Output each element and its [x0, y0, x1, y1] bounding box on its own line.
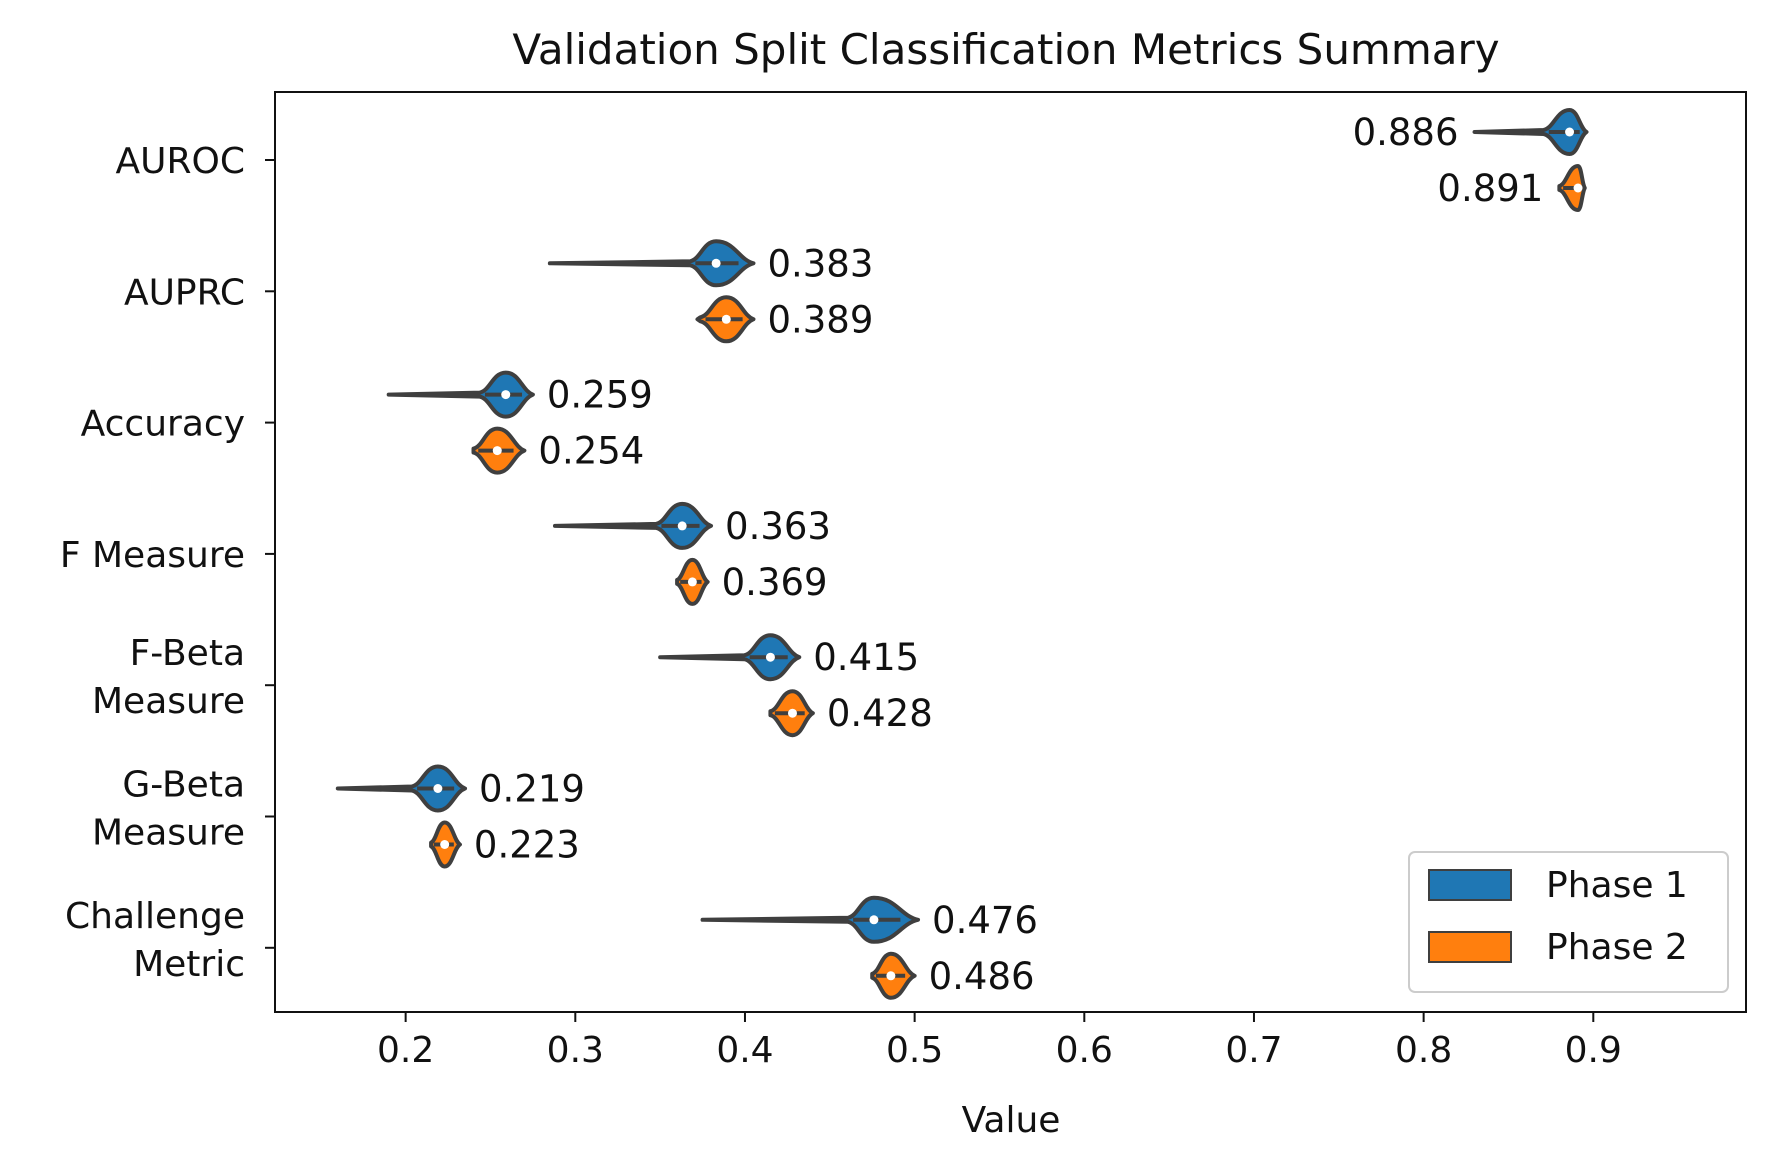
median-marker [787, 708, 797, 718]
x-tick-label: 0.8 [1395, 1030, 1452, 1071]
legend-swatch [1428, 869, 1512, 901]
violin-1 [547, 239, 756, 288]
median-marker [433, 784, 443, 793]
y-tick-label: AUPRC [124, 272, 245, 313]
median-marker [1565, 127, 1575, 137]
value-label: 0.363 [725, 505, 831, 548]
value-label: 0.219 [479, 768, 585, 811]
x-tick-label: 0.4 [716, 1030, 773, 1071]
value-label: 0.383 [767, 242, 873, 285]
median-marker [869, 915, 879, 925]
plot-frame [274, 91, 1747, 1013]
value-label: 0.476 [932, 899, 1038, 942]
y-tick-label: Accuracy [81, 404, 245, 445]
y-tick-label: F Measure [60, 535, 245, 576]
value-label: 0.486 [929, 955, 1035, 998]
value-label: 0.891 [1437, 167, 1543, 210]
chart-title: Validation Split Classification Metrics … [512, 25, 1499, 74]
y-axis: AUROC AUPRC Accuracy F Measure F-Beta Measure… [60, 141, 275, 985]
legend-label: Phase 1 [1546, 865, 1688, 906]
plot-area: 0.886 0.383 0.259 0.363 0.415 0.219 0.476 0.891… [335, 108, 1589, 1000]
violin-1 [386, 370, 535, 419]
value-label: 0.886 [1353, 111, 1459, 154]
x-tick-label: 0.2 [377, 1030, 434, 1071]
legend-label: Phase 2 [1546, 927, 1688, 968]
y-tick-label: AUROC [116, 141, 245, 182]
median-marker [492, 446, 502, 456]
y-tick-label: F-Beta [130, 633, 245, 674]
value-label: 0.259 [547, 374, 653, 417]
y-tick-label: Metric [133, 944, 245, 985]
median-marker [687, 577, 697, 587]
value-label: 0.223 [474, 824, 580, 867]
median-marker [711, 258, 721, 268]
legend: Phase 1 Phase 2 [1408, 851, 1729, 993]
violin-1 [700, 895, 921, 944]
x-axis-label: Value [962, 1100, 1061, 1141]
x-tick-label: 0.3 [547, 1030, 604, 1071]
y-tick-label: Measure [92, 813, 245, 854]
value-label: 0.369 [722, 561, 828, 604]
median-marker [677, 521, 687, 531]
y-tick-label: G-Beta [122, 765, 245, 806]
violin-1 [658, 633, 802, 682]
median-marker [501, 390, 511, 400]
median-marker [721, 314, 731, 324]
value-label: 0.415 [813, 636, 919, 679]
x-tick-label: 0.5 [886, 1030, 943, 1071]
median-marker [886, 971, 896, 981]
median-marker [765, 652, 775, 662]
x-axis: 0.2 0.3 0.4 0.5 0.6 0.7 0.8 0.9 [377, 1012, 1622, 1071]
median-marker [1573, 183, 1583, 193]
y-tick-label: Challenge [65, 896, 245, 937]
violin-1 [1472, 108, 1589, 156]
value-label: 0.428 [827, 692, 933, 735]
x-tick-label: 0.7 [1225, 1030, 1282, 1071]
median-marker [440, 840, 450, 849]
legend-swatch [1428, 931, 1512, 963]
violin-1 [335, 764, 468, 813]
x-tick-label: 0.6 [1056, 1030, 1113, 1071]
violin-1 [552, 501, 714, 550]
x-tick-label: 0.9 [1565, 1030, 1622, 1071]
value-label: 0.389 [767, 298, 873, 341]
y-tick-label: Measure [92, 681, 245, 722]
value-label: 0.254 [538, 430, 644, 473]
